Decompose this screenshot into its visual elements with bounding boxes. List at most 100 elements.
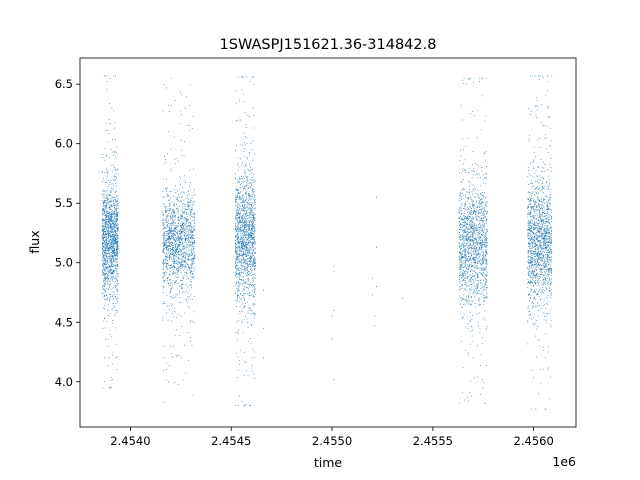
data-point [165, 246, 167, 248]
data-point [192, 254, 193, 256]
data-point [250, 263, 252, 265]
data-point [163, 233, 165, 235]
data-point [254, 219, 256, 221]
data-point [253, 222, 255, 224]
data-point [467, 261, 469, 263]
data-point [167, 265, 169, 267]
data-point [162, 213, 164, 215]
data-point [251, 169, 253, 170]
data-point [476, 226, 478, 228]
data-point [107, 260, 109, 262]
data-point [237, 240, 239, 242]
data-point [182, 255, 184, 257]
data-point [253, 228, 255, 230]
data-point [109, 222, 111, 224]
data-point [236, 211, 238, 213]
data-point [113, 251, 114, 253]
data-point [460, 189, 462, 191]
data-point [102, 212, 104, 214]
data-point [182, 263, 184, 265]
data-point [235, 221, 237, 223]
data-point [481, 290, 483, 292]
data-point [176, 203, 177, 205]
data-point [112, 236, 114, 238]
data-point [102, 226, 104, 228]
data-point [242, 209, 244, 211]
data-point [170, 288, 172, 290]
data-point [110, 216, 112, 218]
data-point [252, 246, 253, 248]
data-point [191, 230, 193, 232]
data-point [476, 313, 478, 315]
data-point [193, 225, 195, 227]
data-point [117, 173, 119, 175]
data-point [180, 259, 182, 261]
data-point [479, 264, 481, 266]
data-point [253, 202, 255, 203]
data-point [114, 252, 116, 254]
data-point [109, 233, 111, 235]
data-point [182, 218, 184, 220]
data-point [174, 255, 176, 257]
data-point [184, 267, 186, 269]
data-point [250, 213, 252, 215]
data-point [175, 215, 177, 217]
data-point [162, 272, 164, 274]
data-point [111, 263, 113, 265]
data-point [104, 275, 106, 277]
data-point [173, 239, 175, 241]
data-point [113, 249, 115, 251]
data-point [250, 242, 252, 244]
data-point [248, 239, 250, 241]
data-point [243, 351, 245, 353]
data-point [251, 172, 252, 174]
data-point [459, 295, 461, 297]
data-point [245, 243, 247, 245]
data-point [237, 239, 239, 241]
data-point [246, 143, 248, 145]
data-point [181, 251, 183, 252]
data-point [252, 261, 254, 263]
data-point [235, 228, 237, 230]
data-point [482, 261, 484, 262]
data-point [248, 169, 250, 171]
data-point [177, 257, 179, 258]
data-point [111, 255, 113, 257]
data-point [113, 218, 115, 220]
data-point [478, 216, 480, 218]
data-point [187, 218, 189, 220]
data-point [187, 236, 189, 238]
data-point [103, 195, 105, 197]
data-point [236, 204, 238, 206]
data-point [237, 76, 239, 78]
data-point [169, 274, 171, 276]
data-point [188, 360, 190, 362]
data-point [484, 205, 486, 206]
data-point [235, 173, 236, 175]
data-point [479, 298, 481, 300]
data-point [467, 240, 469, 242]
data-point [102, 307, 104, 309]
data-point [177, 232, 178, 234]
data-point [236, 213, 238, 215]
data-point [105, 243, 107, 245]
data-point [470, 113, 472, 115]
data-point [254, 265, 256, 267]
data-point [254, 266, 256, 268]
data-point [482, 202, 484, 204]
data-point [237, 269, 239, 271]
data-point [245, 404, 247, 405]
data-point [241, 259, 243, 261]
data-point [482, 222, 484, 223]
data-point [193, 191, 195, 193]
data-point [113, 261, 115, 263]
data-point [104, 279, 106, 281]
data-point [239, 274, 241, 276]
data-point [244, 269, 246, 271]
data-point [111, 238, 113, 240]
data-point [108, 250, 110, 252]
data-point [115, 240, 117, 242]
data-point [248, 245, 250, 247]
data-point [113, 231, 115, 233]
data-point [116, 204, 118, 206]
